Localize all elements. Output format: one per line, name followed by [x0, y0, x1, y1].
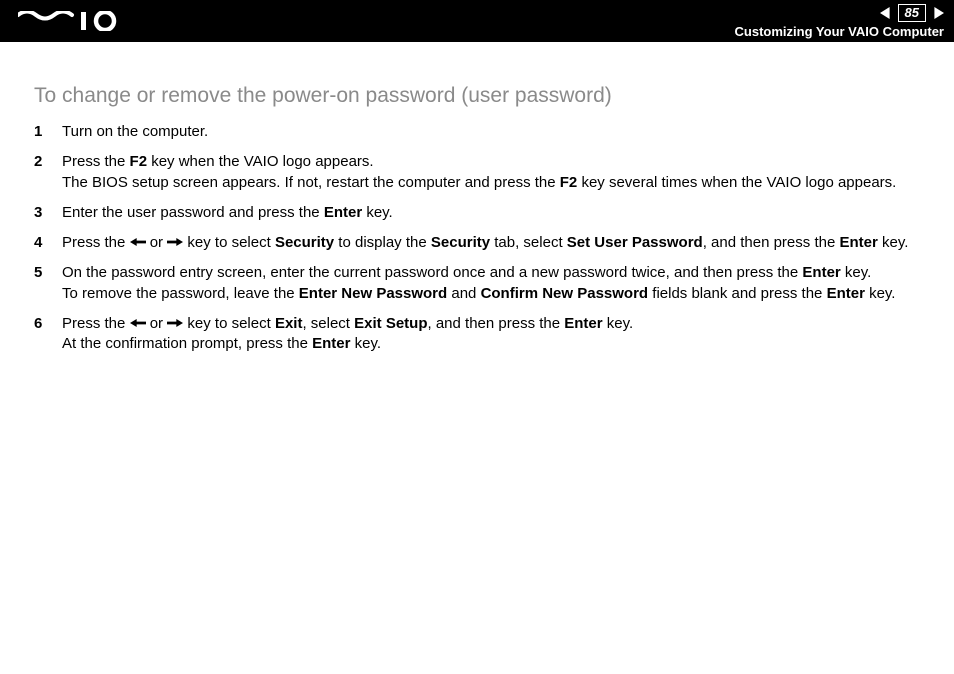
step-item: 5On the password entry screen, enter the…	[34, 263, 920, 304]
next-page-icon[interactable]	[932, 7, 944, 19]
left-arrow-icon	[130, 233, 146, 253]
step-item: 4Press the or key to select Security to …	[34, 233, 920, 253]
left-arrow-icon	[130, 314, 146, 334]
step-item: 6Press the or key to select Exit, select…	[34, 314, 920, 355]
step-body: Turn on the computer.	[62, 122, 920, 142]
prev-page-icon[interactable]	[880, 7, 892, 19]
step-number: 3	[34, 203, 62, 223]
right-arrow-icon	[167, 314, 183, 334]
steps-list: 1Turn on the computer.2Press the F2 key …	[34, 122, 920, 354]
step-number: 5	[34, 263, 62, 283]
step-number: 1	[34, 122, 62, 142]
step-body: Enter the user password and press the En…	[62, 203, 920, 223]
step-item: 1Turn on the computer.	[34, 122, 920, 142]
right-arrow-icon	[167, 233, 183, 253]
header-bar: 85 Customizing Your VAIO Computer	[0, 0, 954, 42]
step-body: Press the or key to select Security to d…	[62, 233, 920, 253]
content: To change or remove the power-on passwor…	[0, 42, 954, 354]
step-item: 3Enter the user password and press the E…	[34, 203, 920, 223]
step-number: 6	[34, 314, 62, 334]
step-number: 2	[34, 152, 62, 172]
vaio-logo	[18, 11, 128, 31]
step-body: Press the or key to select Exit, select …	[62, 314, 920, 355]
page-title: To change or remove the power-on passwor…	[34, 84, 920, 108]
step-body: On the password entry screen, enter the …	[62, 263, 920, 304]
header-right: 85 Customizing Your VAIO Computer	[735, 4, 944, 39]
section-name: Customizing Your VAIO Computer	[735, 24, 944, 39]
step-body: Press the F2 key when the VAIO logo appe…	[62, 152, 920, 193]
step-number: 4	[34, 233, 62, 253]
page: 85 Customizing Your VAIO Computer To cha…	[0, 0, 954, 674]
pager: 85	[880, 4, 944, 22]
step-item: 2Press the F2 key when the VAIO logo app…	[34, 152, 920, 193]
page-number: 85	[898, 4, 926, 22]
